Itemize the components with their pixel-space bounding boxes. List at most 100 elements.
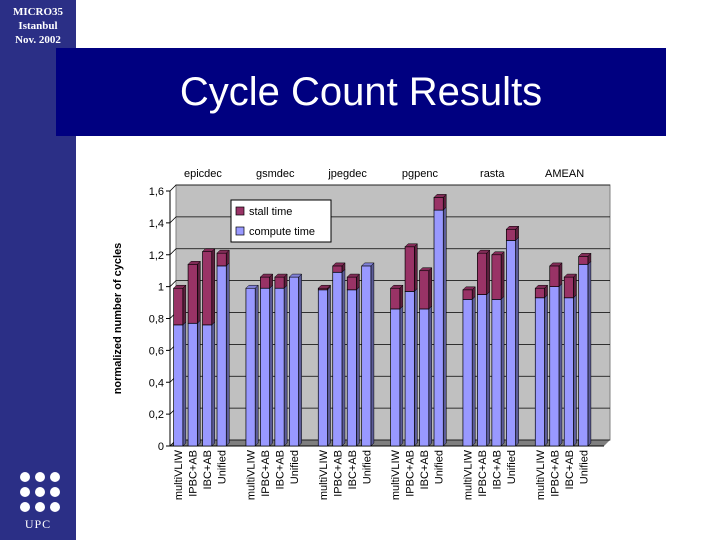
y-tick-label: 1,6 [149,186,164,198]
bar-top [404,243,418,248]
bar-stall-time [346,276,357,291]
group-label: gsmdec [256,168,295,180]
category-label: multiVLIW [318,449,330,500]
bar-compute-time-side [515,236,519,447]
bar-top [563,273,578,278]
bar-compute-time [288,276,299,447]
bar-compute-time [491,299,502,447]
title-bar: Cycle Count Results [56,48,666,136]
bar-stall-time-side [486,249,490,296]
bar-compute-time-side [211,321,216,447]
bar-compute-time-side [254,284,259,447]
bar-compute-time-side [283,284,288,447]
bar-stall-time-side [573,273,577,299]
bar-compute-time-side [544,294,548,447]
bar-compute-time-side [399,305,404,447]
logo-text: UPC [24,517,52,531]
bar-stall-time [491,254,502,300]
category-label: IBC+AB [202,450,214,489]
y-tick-label: 0,6 [149,345,164,357]
bar-stall-time [404,246,415,292]
bar-compute-time-side [428,305,433,447]
gridline [169,280,610,287]
category-label: IPBC+AB [405,450,417,497]
bar-top [332,262,346,267]
bar-stall-time [187,263,198,324]
category-label: IBC+AB [564,450,576,489]
bar-stall-time-side [211,247,216,326]
gridline [169,184,610,192]
bar-compute-time [260,287,271,447]
group-label: pgpenc [402,168,439,180]
category-label: Unified [434,450,446,484]
bar-compute-time-side [298,273,302,447]
y-tick-label: 0,4 [149,377,164,389]
group-label: rasta [480,168,505,180]
conference-date: Nov. 2002 [15,34,61,46]
bar-stall-time-side [428,267,433,310]
bar-stall-time [419,270,430,310]
category-label: Unified [217,450,229,484]
category-label: IPBC+AB [260,450,272,497]
bar-top [201,248,216,252]
bar-compute-time [505,240,516,447]
bar-compute-time [216,265,227,447]
category-label: multiVLIW [535,449,547,500]
bar-top [390,284,404,289]
legend-swatch [235,226,245,236]
bar-stall-time [534,287,545,299]
bar-top [288,273,303,278]
bar-stall-time-side [399,284,404,310]
bar-compute-time [477,294,488,447]
bar-stall-time [216,252,227,267]
bar-stall-time [173,287,184,326]
bar-stall-time [202,251,213,326]
category-label: IBC+AB [419,450,431,489]
bar-top [549,262,563,267]
legend-label: stall time [249,206,292,218]
legend-label: compute time [249,226,315,238]
category-label: multiVLIW [390,449,402,500]
upc-logo-icon [20,472,60,512]
bar-top [346,273,361,278]
bar-compute-time [202,324,213,447]
category-label: Unified [506,450,518,484]
bar-stall-time [274,276,285,289]
bar-compute-time [245,287,256,447]
category-label: IBC+AB [347,450,359,489]
bar-top [534,284,549,289]
bar-top [216,249,230,254]
bar-compute-time [462,299,473,447]
bar-compute-time [274,287,285,447]
bar-stall-time [549,265,560,287]
bar-top [274,273,288,278]
bar-top [187,261,201,265]
y-axis-label: normalized number of cycles [112,243,124,395]
bar-top [462,286,476,291]
group-label: epicdec [184,168,222,180]
bar-compute-time-side [558,283,563,447]
bar-top [245,284,259,289]
gridline [169,248,610,256]
y-tick-label: 0,8 [149,314,164,326]
bar-top [505,226,520,230]
bar-top [361,262,375,267]
bar-stall-time-side [558,262,563,288]
bar-stall-time [332,265,343,273]
legend-swatch [235,206,245,216]
bar-compute-time-side [414,287,418,447]
bar-top [173,284,187,289]
bar-compute-time-side [486,290,490,447]
category-label: Unified [578,450,590,484]
y-tick-label: 0 [158,441,164,453]
bar-top [476,249,491,254]
bar-top [491,251,505,255]
bar-stall-time [433,197,444,211]
bar-compute-time-side [197,319,201,447]
bar-stall-time [260,276,271,289]
bar-compute-time [390,308,401,447]
bar-stall-time [505,228,516,241]
bar-compute-time-side [471,295,476,447]
bar-stall-time-side [182,284,187,326]
